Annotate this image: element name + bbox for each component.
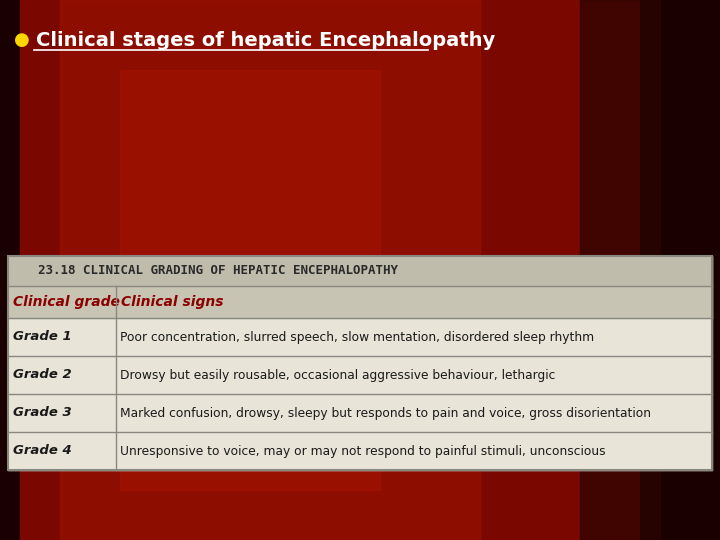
Text: Clinical grade: Clinical grade [13,295,120,309]
Text: Marked confusion, drowsy, sleepy but responds to pain and voice, gross disorient: Marked confusion, drowsy, sleepy but res… [120,407,651,420]
Text: Clinical stages of hepatic Encephalopathy: Clinical stages of hepatic Encephalopath… [36,30,495,50]
Bar [8,256,712,286]
Text: Grade 2: Grade 2 [13,368,72,381]
Text: Poor concentration, slurred speech, slow mentation, disordered sleep rhythm: Poor concentration, slurred speech, slow… [120,330,594,343]
Text: Drowsy but easily rousable, occasional aggressive behaviour, lethargic: Drowsy but easily rousable, occasional a… [120,368,555,381]
Bar [20,0,660,540]
Bar [580,0,660,540]
Bar [8,286,712,318]
Text: Grade 1: Grade 1 [13,330,72,343]
Bar [8,256,712,470]
Bar [640,0,720,540]
Text: Clinical signs: Clinical signs [121,295,223,309]
Bar [8,256,712,470]
Text: Grade 4: Grade 4 [13,444,72,457]
Text: Unresponsive to voice, may or may not respond to painful stimuli, unconscious: Unresponsive to voice, may or may not re… [120,444,606,457]
Bar [60,0,480,540]
Text: ●: ● [14,31,30,49]
Text: Grade 3: Grade 3 [13,407,72,420]
Text: 23.18 CLINICAL GRADING OF HEPATIC ENCEPHALOPATHY: 23.18 CLINICAL GRADING OF HEPATIC ENCEPH… [38,265,398,278]
Bar [120,70,380,490]
